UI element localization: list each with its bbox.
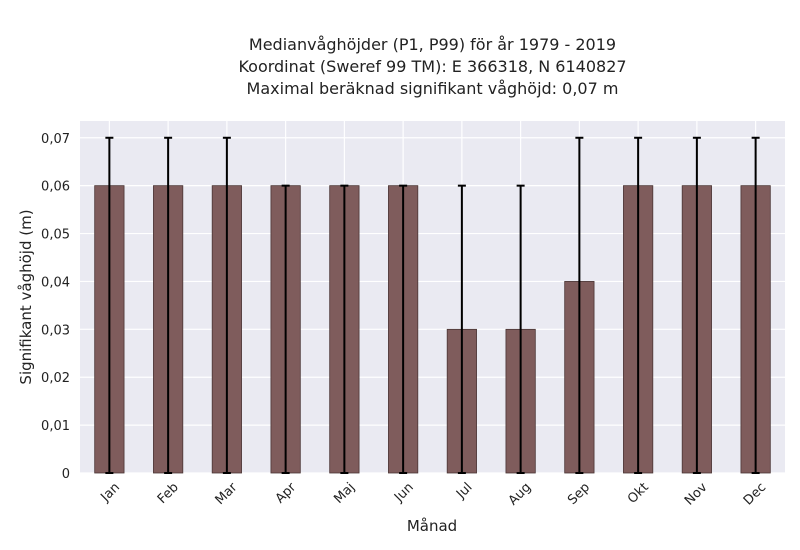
x-tick-labels: Jan Feb Mar Apr Maj Jun Jul Aug Sep Okt Nov Dec bbox=[98, 480, 770, 509]
x-tick-label: Maj bbox=[331, 480, 358, 507]
y-tick-label: 0 bbox=[62, 467, 70, 482]
error-bar-sep bbox=[575, 136, 584, 474]
grid-y bbox=[80, 137, 785, 474]
x-axis-label: Månad bbox=[407, 517, 457, 535]
error-bar-jan bbox=[105, 136, 114, 474]
y-tick-label: 0,04 bbox=[41, 275, 70, 290]
plot-area bbox=[80, 121, 785, 473]
x-tick-label: Jun bbox=[391, 480, 417, 506]
chart-title: Medianvåghöjder (P1, P99) för år 1979 - … bbox=[80, 34, 785, 100]
error-bar-mar bbox=[222, 136, 231, 474]
error-bars bbox=[105, 136, 760, 474]
y-tick-label: 0,06 bbox=[41, 180, 70, 195]
x-tick-label: Mar bbox=[213, 480, 241, 508]
error-bar-dec bbox=[751, 136, 760, 474]
error-bar-apr bbox=[281, 184, 290, 474]
error-bar-jul bbox=[457, 184, 466, 474]
error-bar-aug bbox=[516, 184, 525, 474]
error-bar-maj bbox=[340, 184, 349, 474]
x-tick-label: Aug bbox=[506, 480, 535, 509]
x-tick-label: Nov bbox=[682, 480, 711, 509]
x-tick-label: Jul bbox=[453, 480, 475, 502]
y-tick-label: 0,05 bbox=[41, 228, 70, 243]
y-axis-label: Signifikant våghöjd (m) bbox=[17, 209, 35, 384]
x-tick-label: Apr bbox=[273, 480, 300, 507]
x-tick-label: Dec bbox=[741, 480, 769, 508]
y-tick-label: 0,07 bbox=[41, 132, 70, 147]
x-tick-label: Feb bbox=[155, 480, 182, 507]
y-tick-label: 0,03 bbox=[41, 323, 70, 338]
error-bar-jun bbox=[399, 184, 408, 474]
chart-title-line-2: Koordinat (Sweref 99 TM): E 366318, N 61… bbox=[238, 57, 627, 76]
chart-title-line-1: Medianvåghöjder (P1, P99) för år 1979 - … bbox=[248, 35, 617, 54]
error-bar-feb bbox=[164, 136, 173, 474]
x-tick-label: Okt bbox=[625, 480, 652, 507]
error-bar-nov bbox=[692, 136, 701, 474]
y-tick-labels: 0 0,01 0,02 0,03 0,04 0,05 0,06 0,07 bbox=[41, 132, 70, 482]
chart-title-line-3: Maximal beräknad signifikant våghöjd: 0,… bbox=[246, 79, 619, 98]
x-tick-label: Sep bbox=[565, 480, 593, 508]
y-tick-label: 0,02 bbox=[41, 371, 70, 386]
error-bar-okt bbox=[634, 136, 643, 474]
x-tick-label: Jan bbox=[98, 480, 123, 505]
y-tick-label: 0,01 bbox=[41, 419, 70, 434]
